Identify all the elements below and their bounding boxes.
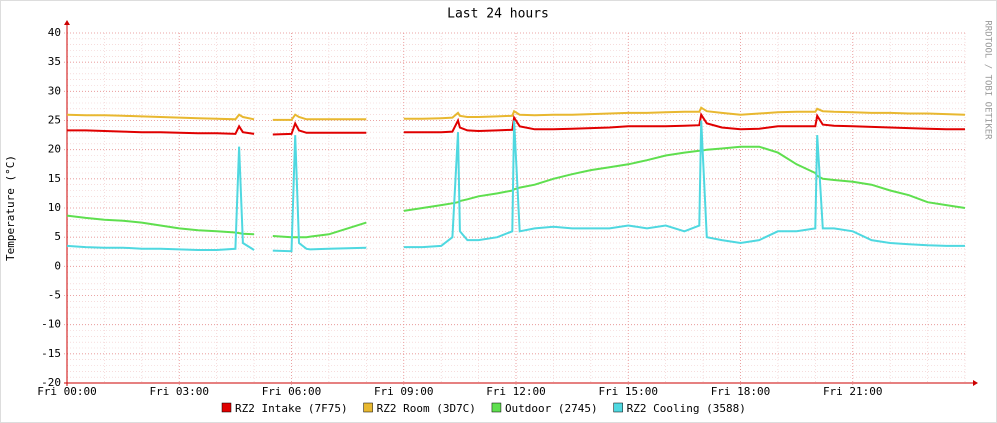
y-tick-label: 5	[54, 230, 61, 243]
legend-swatch	[613, 402, 623, 413]
y-tick-label: 15	[48, 172, 61, 185]
series-line	[66, 106, 966, 121]
chart-title: Last 24 hours	[447, 7, 549, 22]
series-line	[66, 120, 965, 253]
x-tick-label: Fri 21:00	[823, 385, 883, 398]
legend-label: RZ2 Room (3D7C)	[377, 402, 476, 415]
x-tick-label: Fri 06:00	[262, 385, 322, 398]
axis-arrow	[973, 380, 978, 386]
y-tick-label: -10	[41, 318, 61, 331]
y-tick-label: -20	[41, 376, 61, 389]
y-tick-label: 0	[54, 259, 61, 272]
y-tick-label: 40	[48, 26, 61, 39]
series-line	[67, 112, 965, 136]
y-tick-label: 10	[48, 201, 61, 214]
axis-arrow	[64, 20, 70, 25]
y-tick-label: 35	[48, 55, 61, 68]
legend-swatch	[363, 402, 373, 413]
legend-label: RZ2 Intake (7F75)	[235, 402, 348, 415]
x-tick-label: Fri 00:00	[37, 385, 97, 398]
y-tick-label: -5	[48, 289, 61, 302]
y-tick-label: 20	[48, 143, 61, 156]
legend-label: RZ2 Cooling (3588)	[627, 402, 746, 415]
y-tick-label: 30	[48, 84, 61, 97]
x-tick-label: Fri 03:00	[149, 385, 209, 398]
x-tick-label: Fri 12:00	[486, 385, 546, 398]
x-tick-label: Fri 15:00	[598, 385, 658, 398]
y-tick-label: -15	[41, 347, 61, 360]
legend-swatch	[221, 402, 232, 413]
legend-swatch	[491, 402, 502, 413]
y-tick-label: 25	[48, 114, 61, 127]
y-axis-label: Temperature (°C)	[4, 155, 17, 261]
watermark: RRDTOOL / TOBI OETIKER	[983, 20, 993, 140]
x-tick-label: Fri 18:00	[711, 385, 771, 398]
x-tick-label: Fri 09:00	[374, 385, 434, 398]
legend-label: Outdoor (2745)	[505, 402, 598, 415]
